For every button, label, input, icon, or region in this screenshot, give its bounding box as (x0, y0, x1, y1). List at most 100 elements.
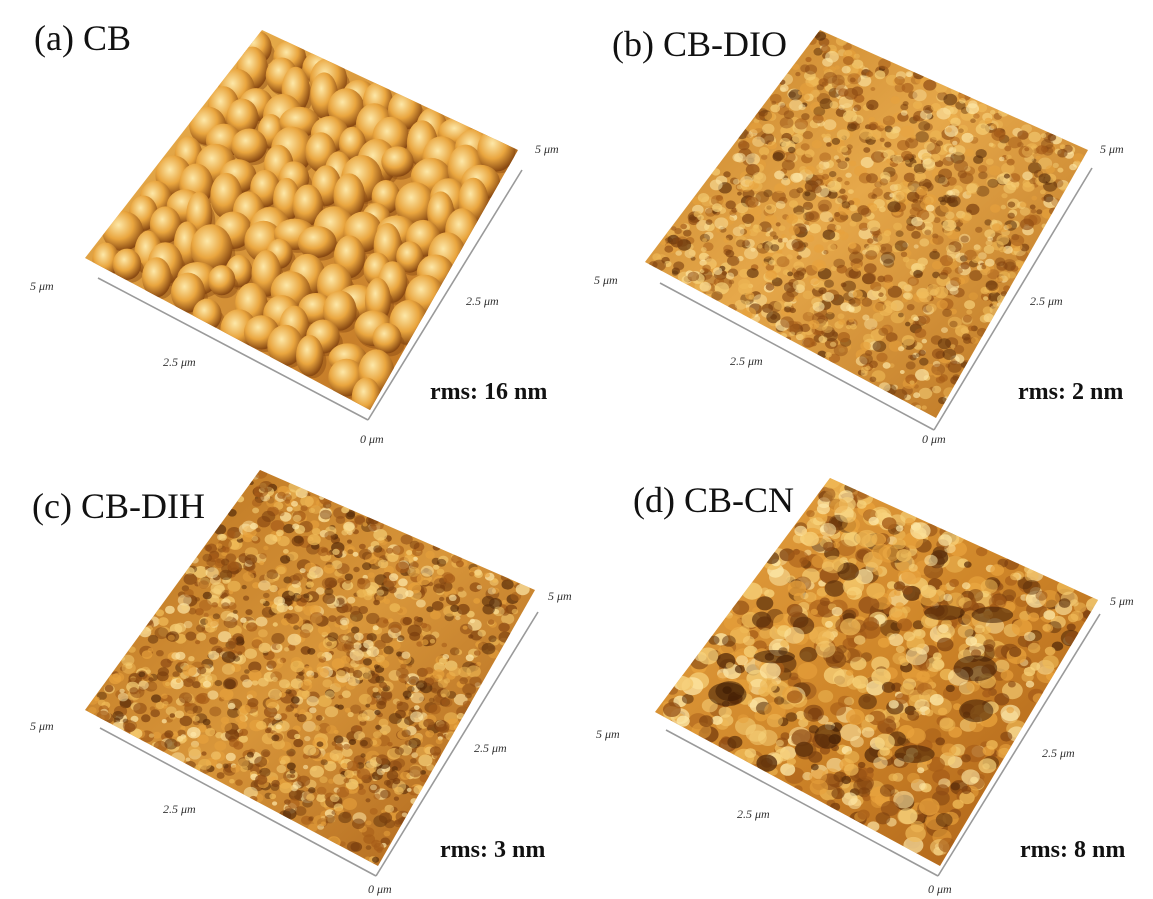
texture-speckle (857, 809, 870, 820)
texture-speckle (788, 225, 800, 235)
texture-speckle (763, 189, 773, 198)
texture-speckle (727, 255, 740, 266)
texture-speckle (246, 622, 258, 632)
texture-speckle (778, 101, 786, 108)
texture-speckle (342, 635, 349, 641)
texture-speckle (917, 767, 925, 774)
texture-speckle (837, 332, 850, 343)
texture-speckle (341, 506, 350, 514)
texture-speckle (1082, 610, 1094, 619)
texture-speckle (322, 679, 333, 688)
texture-speckle (900, 251, 908, 257)
texture-speckle (125, 663, 133, 669)
texture-speckle (387, 742, 393, 747)
texture-speckle (973, 155, 984, 164)
texture-speckle (356, 725, 362, 730)
texture-speckle (1067, 613, 1079, 623)
texture-speckle (290, 774, 296, 779)
texture-speckle (477, 629, 486, 637)
texture-speckle (258, 642, 271, 654)
texture-speckle (347, 539, 352, 544)
texture-speckle (378, 812, 393, 824)
texture-speckle (271, 676, 278, 682)
texture-speckle (201, 751, 207, 756)
texture-speckle (271, 633, 285, 645)
texture-speckle (880, 619, 901, 637)
texture-speckle (1057, 148, 1068, 158)
texture-speckle (410, 692, 424, 704)
texture-speckle (996, 276, 1003, 282)
texture-speckle (895, 191, 908, 201)
texture-speckle (493, 606, 505, 617)
texture-speckle (950, 782, 961, 791)
texture-speckle (711, 715, 723, 726)
texture-speckle (835, 225, 841, 230)
texture-speckle (280, 755, 291, 764)
texture-speckle (908, 694, 926, 709)
texture-speckle (363, 672, 373, 680)
texture-speckle (172, 671, 180, 678)
texture-speckle (216, 543, 223, 549)
texture-speckle (343, 743, 351, 750)
texture-speckle (227, 637, 237, 646)
texture-speckle (978, 171, 988, 180)
texture-speckle (879, 254, 895, 266)
texture-speckle (887, 285, 903, 298)
texture-speckle (203, 612, 209, 618)
texture-speckle (229, 778, 235, 784)
texture-speckle (968, 292, 978, 301)
texture-speckle (764, 551, 780, 564)
texture-speckle (301, 815, 312, 825)
texture-speckle (372, 625, 379, 631)
texture-speckle (897, 281, 908, 290)
texture-speckle (749, 730, 767, 746)
texture-speckle (435, 738, 443, 745)
texture-speckle (797, 662, 818, 680)
texture-speckle (770, 244, 780, 252)
texture-speckle (280, 555, 291, 564)
texture-speckle (865, 350, 873, 357)
texture-speckle (1052, 162, 1059, 168)
texture-speckle (837, 160, 848, 170)
texture-speckle (702, 264, 711, 272)
texture-speckle (877, 637, 890, 648)
texture-speckle (287, 644, 296, 651)
texture-speckle (808, 211, 819, 220)
texture-speckle (400, 663, 407, 669)
texture-speckle (970, 118, 976, 123)
texture-speckle (282, 808, 297, 820)
texture-speckle (141, 650, 153, 659)
texture-speckle (802, 290, 814, 300)
texture-speckle (151, 694, 162, 703)
texture-speckle (476, 661, 482, 667)
texture-speckle (840, 618, 861, 636)
texture-speckle (736, 655, 748, 666)
texture-speckle (476, 584, 482, 590)
texture-speckle (214, 680, 223, 687)
texture-speckle (802, 94, 810, 101)
texture-speckle (1025, 680, 1035, 688)
texture-speckle (1057, 180, 1069, 190)
texture-speckle (755, 191, 770, 203)
texture-speckle (761, 303, 774, 313)
texture-speckle (894, 76, 905, 85)
texture-speckle (783, 301, 793, 308)
texture-speckle (405, 590, 414, 598)
texture-speckle (994, 659, 1010, 673)
texture-speckle (388, 713, 402, 724)
texture-speckle (276, 764, 287, 774)
texture-speckle (1029, 177, 1037, 185)
texture-speckle (964, 148, 974, 157)
texture-speckle (834, 65, 840, 70)
texture-speckle (931, 363, 946, 376)
texture-speckle (336, 670, 346, 678)
texture-speckle (663, 702, 681, 717)
texture-speckle (258, 629, 268, 638)
texture-speckle (415, 680, 428, 690)
texture-speckle (1002, 681, 1023, 700)
texture-speckle (715, 228, 722, 233)
texture-speckle (389, 603, 401, 613)
texture-speckle (880, 251, 896, 264)
texture-speckle (1040, 133, 1047, 139)
